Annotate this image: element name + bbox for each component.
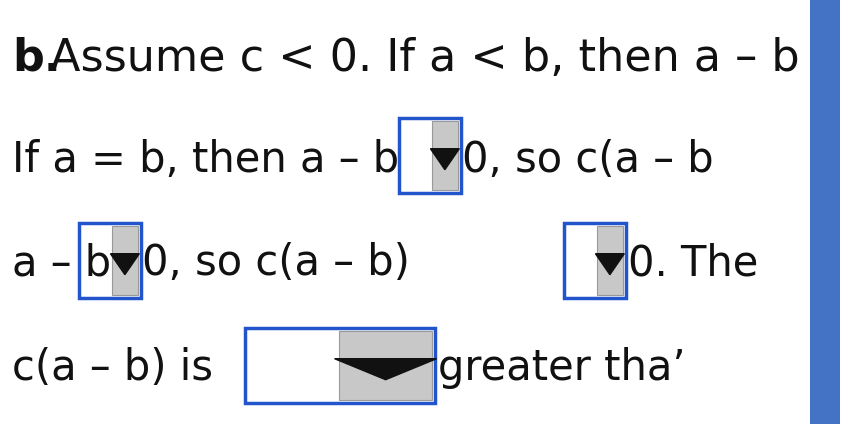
Polygon shape <box>335 359 437 380</box>
Text: If a = b, then a – b: If a = b, then a – b <box>12 139 399 181</box>
FancyBboxPatch shape <box>564 223 626 298</box>
FancyBboxPatch shape <box>79 223 141 298</box>
FancyBboxPatch shape <box>399 117 461 192</box>
FancyBboxPatch shape <box>810 0 840 424</box>
FancyBboxPatch shape <box>597 226 623 295</box>
Text: Assume c < 0. If a < b, then a – b: Assume c < 0. If a < b, then a – b <box>50 36 800 80</box>
Text: c(a – b) is: c(a – b) is <box>12 347 213 389</box>
Polygon shape <box>110 254 139 275</box>
Polygon shape <box>430 149 459 170</box>
Text: 0, so c(a – b: 0, so c(a – b <box>462 139 714 181</box>
Text: 0, so c(a – b): 0, so c(a – b) <box>142 242 410 284</box>
Text: 0. The: 0. The <box>628 242 758 284</box>
Polygon shape <box>596 254 624 275</box>
Text: b.: b. <box>12 36 60 80</box>
Text: greater tha’: greater tha’ <box>438 347 685 389</box>
FancyBboxPatch shape <box>111 226 138 295</box>
FancyBboxPatch shape <box>339 330 432 399</box>
FancyBboxPatch shape <box>432 120 458 190</box>
Text: a – b: a – b <box>12 242 111 284</box>
FancyBboxPatch shape <box>245 327 435 402</box>
